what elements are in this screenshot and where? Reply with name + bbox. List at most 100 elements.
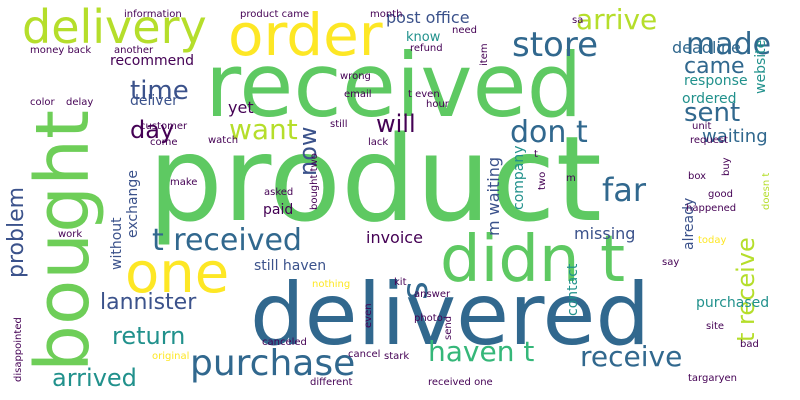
word-another: another (114, 45, 154, 56)
word-month: month (370, 9, 403, 20)
word-invoice: invoice (366, 228, 423, 247)
word-deliver: deliver (130, 93, 178, 109)
word-stark: stark (384, 351, 410, 362)
word-nothing: nothing (312, 279, 351, 290)
word-m: m (566, 173, 576, 184)
word-received-one: received one (428, 377, 493, 388)
word-made: made (686, 27, 772, 62)
word-delay: delay (66, 97, 94, 108)
word-make: make (170, 177, 198, 188)
word-two: two (537, 171, 548, 190)
word-one: one (125, 241, 230, 306)
word-site: site (706, 321, 725, 332)
word-missing: missing (574, 224, 636, 243)
word-lack: lack (368, 137, 389, 148)
word-say: say (662, 257, 680, 268)
word-still: still (330, 119, 348, 130)
word-different: different (310, 377, 353, 388)
word-cancel: cancel (348, 349, 381, 360)
word-send: send (443, 315, 454, 340)
word-store: store (512, 25, 598, 65)
word-purchase: purchase (190, 343, 356, 384)
word-delivery: delivery (22, 0, 207, 54)
word-wrong: wrong (340, 71, 371, 82)
word-email: email (344, 89, 372, 100)
word-request: request (690, 135, 729, 146)
word-happened: happened (686, 203, 737, 214)
word-bought: bought (20, 109, 106, 372)
word-receive: receive (580, 340, 683, 373)
word-disappointed: disappointed (13, 317, 24, 382)
word-doesnt: doesn t (761, 172, 772, 210)
word-asked: asked (264, 187, 294, 198)
word-buy: buy (721, 157, 732, 176)
word-canceled: canceled (262, 337, 307, 348)
word-t-even: t even (408, 89, 440, 100)
word-good: good (708, 189, 733, 200)
word-deadline: deadline (672, 38, 741, 57)
word-product: product (148, 110, 602, 248)
word-kit: kit (394, 277, 407, 288)
word-sa: sa (572, 15, 584, 26)
word-m-waiting: m waiting (484, 156, 503, 236)
word-want: want (229, 113, 298, 146)
word-delivered: delivered (250, 265, 651, 365)
word-customer: customer (140, 121, 188, 132)
word-company: company (511, 145, 527, 210)
word-dont: don t (510, 115, 588, 150)
word-return: return (112, 322, 186, 350)
word-t: t (534, 149, 538, 160)
word-paid: paid (263, 202, 294, 218)
word-refund: refund (410, 43, 443, 54)
word-came: came (684, 54, 745, 79)
word-ordered: ordered (682, 91, 737, 107)
word-t-receive: t receive (732, 237, 760, 342)
word-website: website (753, 39, 769, 94)
word-still-haven: still haven (254, 258, 327, 274)
word-today: today (698, 235, 727, 246)
word-didnt: didn t (440, 223, 626, 297)
word-item: item (479, 43, 490, 66)
word-come: come (150, 137, 178, 148)
word-photo: photo (414, 313, 443, 324)
word-lannister: lannister (100, 290, 197, 315)
word-money-back: money back (30, 45, 92, 56)
word-problem: problem (4, 186, 29, 278)
word-answer: answer (414, 289, 451, 300)
word-far: far (602, 171, 647, 209)
word-targaryen: targaryen (688, 373, 737, 384)
word-t-received: t received (152, 223, 302, 258)
word-received: received (205, 34, 583, 137)
word-exchange: exchange (125, 170, 141, 238)
word-post-office: post office (386, 8, 470, 27)
word-watch: watch (208, 135, 239, 146)
word-product-came: product came (240, 9, 310, 20)
word-sent: sent (684, 98, 741, 128)
word-hour: hour (426, 99, 449, 110)
word-box: box (688, 171, 707, 182)
word-original: original (152, 351, 190, 362)
word-response: response (684, 73, 748, 89)
word-waiting: waiting (702, 126, 768, 147)
word-information: information (124, 9, 182, 20)
word-even: even (363, 303, 374, 328)
word-need: need (452, 25, 477, 36)
word-purchased: purchased (696, 295, 770, 311)
word-day: day (130, 116, 175, 144)
word-bad: bad (740, 339, 759, 350)
word-work: work (58, 229, 83, 240)
word-yet: yet (228, 98, 254, 117)
word-without: without (109, 217, 125, 270)
word-bought-two: bought two (309, 153, 320, 210)
word-contact: contact (565, 263, 581, 316)
word-color: color (30, 97, 55, 108)
word-order: order (228, 1, 383, 69)
word-arrive: arrive (576, 3, 658, 36)
word-recommend: recommend (110, 53, 194, 69)
word-arrived: arrived (52, 364, 137, 392)
word-time: time (130, 76, 189, 106)
word-unit: unit (692, 121, 712, 132)
word-haven-t: haven t (428, 335, 535, 368)
word-will: will (376, 110, 416, 138)
